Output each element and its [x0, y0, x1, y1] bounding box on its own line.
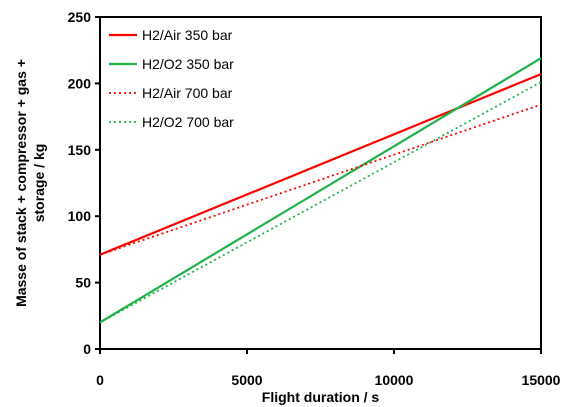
series-lines	[99, 57, 542, 324]
y-tick-label: 100	[68, 208, 92, 224]
series-line-4	[99, 81, 542, 324]
x-tick-label: 10000	[375, 372, 414, 388]
x-tick-label: 0	[96, 372, 104, 388]
y-tick-label: 50	[75, 275, 91, 291]
legend-label-2: H2/O2 350 bar	[142, 56, 234, 72]
y-tick-label: 150	[68, 142, 92, 158]
y-tick-label: 200	[68, 75, 92, 91]
x-tick-label: 15000	[522, 372, 561, 388]
legend-label-3: H2/Air 700 bar	[142, 85, 233, 101]
y-axis-title-line-2: storage / kg	[31, 144, 47, 223]
axes	[95, 16, 542, 354]
x-tick-label: 5000	[231, 372, 262, 388]
plot-frame	[99, 16, 542, 350]
legend-label-1: H2/Air 350 bar	[142, 27, 233, 43]
legend: H2/Air 350 bar H2/O2 350 bar H2/Air 700 ba…	[109, 27, 234, 130]
y-tick-label: 250	[68, 9, 92, 25]
series-line-2	[99, 57, 542, 324]
tick-labels: 0 50 100 150 200 250 0 5000 10000 15000	[68, 9, 561, 388]
y-axis-title-line-1: Masse of stack + compressor + gas +	[13, 59, 29, 307]
x-axis-title: Flight duration / s	[262, 389, 380, 405]
y-tick-label: 0	[83, 341, 91, 357]
series-line-1	[99, 73, 542, 256]
legend-label-4: H2/O2 700 bar	[142, 114, 234, 130]
